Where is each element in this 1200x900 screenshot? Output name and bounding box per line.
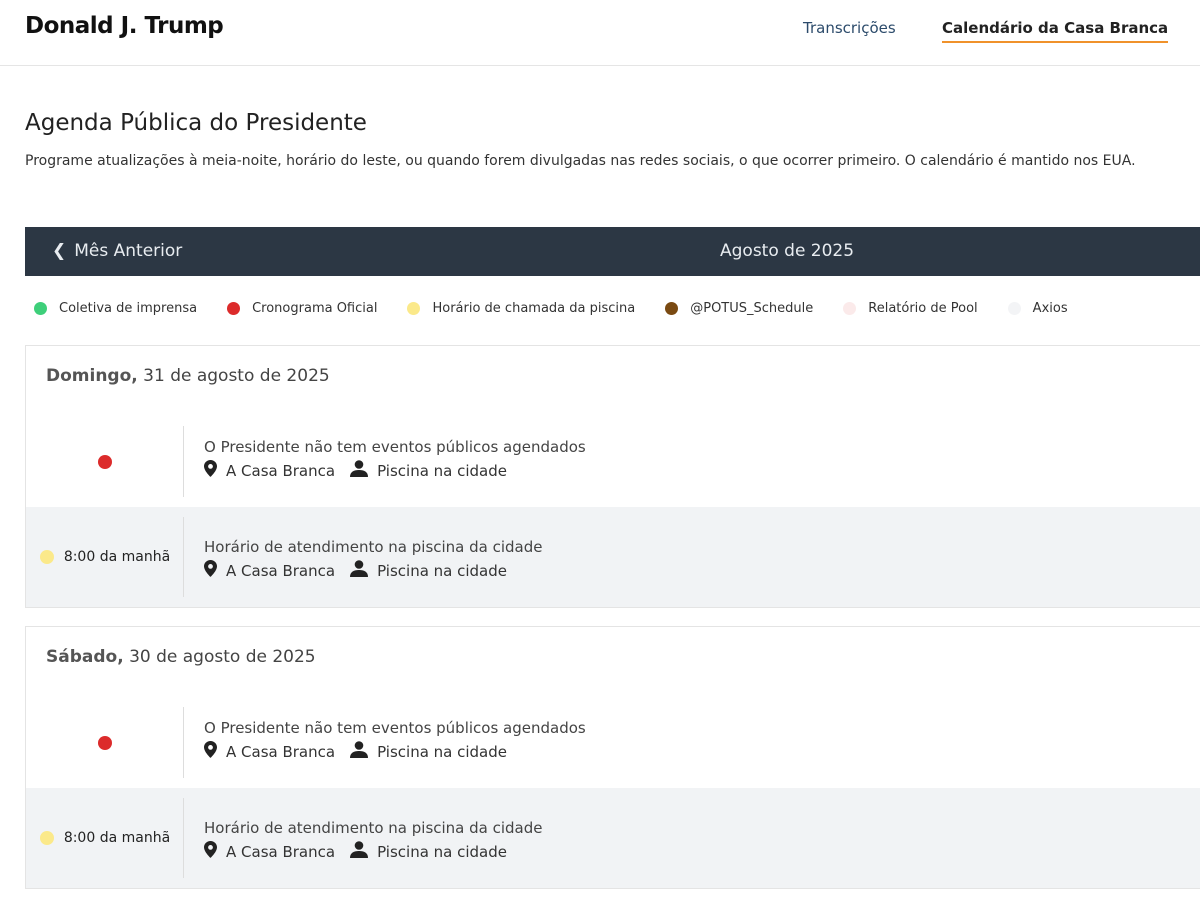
legend-label: Coletiva de imprensa: [59, 301, 198, 316]
previous-month-label: Mês Anterior: [74, 241, 183, 261]
legend-dot-icon: [34, 302, 47, 315]
event-category-dot-icon: [98, 735, 112, 750]
event-time: [26, 416, 184, 507]
event-location: A Casa Branca: [226, 742, 336, 761]
day-date: 31 de agosto de 2025: [143, 366, 330, 386]
top-bar: Donald J. Trump Transcrições Calendário …: [0, 0, 1200, 66]
event-title: O Presidente não tem eventos públicos ag…: [204, 438, 586, 456]
legend-dot-icon: [1007, 302, 1021, 315]
current-month: Agosto de 2025: [720, 241, 855, 261]
location-pin-icon: [204, 741, 226, 762]
event-coverage: Piscina na cidade: [377, 461, 508, 480]
legend-label: Horário de chamada da piscina: [432, 301, 636, 316]
event-location: A Casa Branca: [226, 561, 336, 580]
event-time-label: 8:00 da manhã: [63, 830, 171, 846]
event-info: O Presidente não tem eventos públicos ag…: [204, 438, 586, 481]
event-info: Horário de atendimento na piscina da cid…: [204, 819, 543, 862]
event-coverage: Piscina na cidade: [377, 842, 508, 861]
event-info: O Presidente não tem eventos públicos ag…: [204, 719, 586, 762]
day-card: Sábado, 30 de agosto de 2025 O President…: [25, 626, 1200, 889]
legend-item: Coletiva de imprensa: [34, 301, 197, 316]
day-heading: Domingo, 31 de agosto de 2025: [26, 346, 1200, 416]
brand-title[interactable]: Donald J. Trump: [25, 13, 224, 39]
legend-dot-icon: [665, 302, 679, 315]
day-weekday: Domingo,: [46, 366, 138, 386]
person-icon: [350, 841, 377, 862]
divider: [183, 517, 184, 597]
event-row[interactable]: 8:00 da manhã Horário de atendimento na …: [26, 788, 1200, 888]
event-time-label: 8:00 da manhã: [63, 549, 171, 565]
person-icon: [350, 460, 377, 481]
legend-dot-icon: [227, 302, 241, 315]
event-title: O Presidente não tem eventos públicos ag…: [204, 719, 586, 737]
divider: [183, 707, 184, 778]
legend: Coletiva de imprensa Cronograma Oficial …: [34, 301, 1098, 316]
legend-dot-icon: [407, 302, 421, 315]
legend-item: Axios: [1007, 301, 1068, 316]
divider: [183, 798, 184, 878]
event-row[interactable]: 8:00 da manhã Horário de atendimento na …: [26, 507, 1200, 607]
legend-item: @POTUS_Schedule: [665, 301, 813, 316]
location-pin-icon: [204, 841, 226, 862]
location-pin-icon: [204, 560, 226, 581]
event-category-dot-icon: [39, 550, 54, 564]
legend-item: Horário de chamada da piscina: [407, 301, 635, 316]
event-location: A Casa Branca: [226, 461, 336, 480]
person-icon: [350, 560, 377, 581]
event-location: A Casa Branca: [226, 842, 336, 861]
event-row[interactable]: O Presidente não tem eventos públicos ag…: [26, 416, 1200, 507]
nav-calendario[interactable]: Calendário da Casa Branca: [942, 19, 1169, 43]
nav-transcricoes[interactable]: Transcrições: [803, 19, 896, 37]
event-time: 8:00 da manhã: [26, 788, 184, 888]
legend-label: @POTUS_Schedule: [690, 301, 814, 316]
event-row[interactable]: O Presidente não tem eventos públicos ag…: [26, 697, 1200, 788]
legend-label: Axios: [1032, 301, 1068, 316]
legend-label: Cronograma Oficial: [252, 301, 378, 316]
person-icon: [350, 741, 377, 762]
page-subtitle: Programe atualizações à meia-noite, horá…: [25, 153, 1136, 169]
day-heading: Sábado, 30 de agosto de 2025: [26, 627, 1200, 697]
event-coverage: Piscina na cidade: [377, 561, 508, 580]
previous-month-button[interactable]: ❮ Mês Anterior: [52, 241, 182, 261]
day-date: 30 de agosto de 2025: [129, 647, 316, 667]
event-time: 8:00 da manhã: [26, 507, 184, 607]
event-time: [26, 697, 184, 788]
event-category-dot-icon: [39, 831, 54, 845]
location-pin-icon: [204, 460, 226, 481]
event-title: Horário de atendimento na piscina da cid…: [204, 819, 543, 837]
day-card: Domingo, 31 de agosto de 2025 O Presiden…: [25, 345, 1200, 608]
chevron-left-icon: ❮: [52, 241, 67, 261]
legend-item: Relatório de Pool: [843, 301, 978, 316]
day-weekday: Sábado,: [46, 647, 124, 667]
legend-item: Cronograma Oficial: [227, 301, 377, 316]
calendar-nav-bar: ❮ Mês Anterior Agosto de 2025: [25, 227, 1200, 276]
event-title: Horário de atendimento na piscina da cid…: [204, 538, 543, 556]
event-category-dot-icon: [98, 454, 112, 469]
divider: [183, 426, 184, 497]
page-title: Agenda Pública do Presidente: [25, 110, 367, 136]
event-coverage: Piscina na cidade: [377, 742, 508, 761]
event-info: Horário de atendimento na piscina da cid…: [204, 538, 543, 581]
legend-dot-icon: [843, 302, 857, 315]
legend-label: Relatório de Pool: [868, 301, 978, 316]
